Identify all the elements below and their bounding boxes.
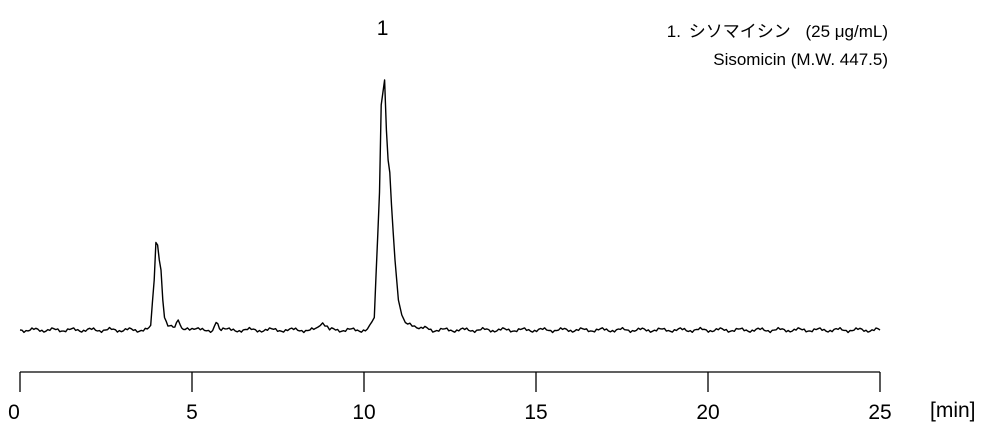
chromatogram-trace	[19, 79, 881, 334]
x-tick-label: 20	[696, 401, 719, 424]
x-axis-ticks	[19, 372, 881, 392]
legend: 1. シソマイシン (25 μg/mL) Sisomicin (M.W. 447…	[667, 22, 888, 69]
x-tick-label: 5	[186, 401, 198, 424]
legend-line-1: 1. シソマイシン (25 μg/mL)	[667, 22, 888, 41]
peak-label: 1	[377, 17, 389, 40]
x-axis-unit-label: [min]	[930, 399, 976, 422]
legend-compound-name: シソマイシン	[689, 22, 791, 41]
x-axis: 0 5 10 15 20 25 [min]	[8, 371, 976, 424]
x-tick-label: 25	[868, 401, 891, 424]
legend-concentration: (25 μg/mL)	[805, 22, 888, 41]
peak-labels: 1	[377, 17, 389, 40]
x-axis-tick-labels: 0 5 10 15 20 25	[8, 401, 892, 424]
legend-prefix: 1.	[667, 22, 681, 41]
x-tick-label: 0	[8, 401, 20, 424]
x-tick-label: 10	[352, 401, 375, 424]
plot-area	[19, 79, 881, 334]
x-tick-label: 15	[524, 401, 547, 424]
legend-line-2: Sisomicin (M.W. 447.5)	[713, 50, 888, 69]
